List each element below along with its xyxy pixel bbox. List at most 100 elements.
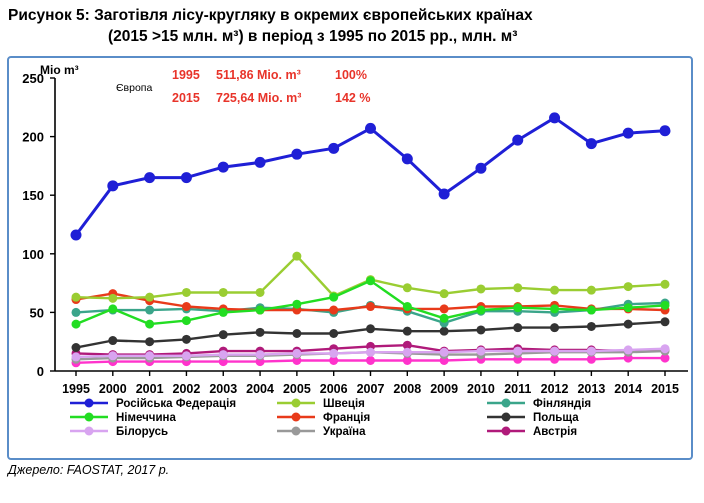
legend-swatch-dot [84, 398, 94, 408]
data-point [145, 337, 155, 347]
legend-item: Австрія [487, 426, 577, 438]
data-point [71, 292, 81, 302]
data-point [476, 284, 486, 294]
legend-item: Польща [487, 412, 579, 424]
y-tick-label: 250 [22, 71, 44, 86]
x-tick-label: 2003 [209, 382, 237, 396]
annotation-percent-2: 142 % [335, 91, 370, 105]
x-tick-label: 2011 [504, 382, 531, 396]
data-point [292, 251, 302, 261]
data-point [145, 305, 155, 315]
data-point [586, 285, 596, 295]
data-point [218, 307, 228, 317]
data-point [71, 319, 81, 329]
data-point [660, 279, 670, 289]
data-point [180, 172, 192, 184]
series-8 [71, 317, 670, 353]
chart-title: Рисунок 5: Заготівля лісу-кругляку в окр… [8, 7, 533, 24]
annotation-label: Європа [116, 82, 152, 94]
annotation-year-2: 2015 [172, 91, 200, 105]
x-tick-label: 2000 [99, 382, 127, 396]
data-point [439, 326, 449, 336]
x-tick-label: 2009 [430, 382, 458, 396]
data-point [438, 188, 450, 200]
data-point [108, 304, 118, 314]
data-point [550, 354, 560, 364]
data-point [622, 127, 634, 139]
legend-label: Польща [533, 412, 579, 424]
data-point [402, 326, 412, 336]
data-point [476, 346, 486, 356]
data-point [475, 162, 487, 174]
data-point [145, 351, 155, 361]
data-point [255, 287, 265, 297]
x-tick-label: 2004 [246, 382, 274, 396]
data-point [255, 350, 265, 360]
data-point [549, 112, 561, 124]
y-tick-label: 150 [22, 188, 44, 203]
x-tick-label: 2013 [577, 382, 605, 396]
data-point [365, 122, 376, 134]
data-point [402, 283, 412, 293]
data-point [513, 303, 523, 313]
chart-frame [7, 56, 693, 460]
legend-item: Фінляндія [487, 398, 591, 410]
data-point [108, 293, 118, 303]
data-point [145, 319, 155, 329]
data-point [660, 300, 670, 310]
data-point [476, 325, 486, 335]
data-point [71, 343, 81, 353]
legend-swatch-dot [84, 426, 94, 436]
data-point [550, 346, 560, 356]
y-tick-label: 50 [30, 305, 44, 320]
annotation-year-1: 1995 [172, 68, 200, 82]
data-point [255, 305, 265, 315]
x-tick-label: 2008 [393, 382, 421, 396]
data-point [402, 347, 412, 357]
series-group [70, 112, 671, 368]
data-point [329, 348, 339, 358]
data-point [660, 317, 670, 327]
x-tick-label: 2012 [541, 382, 569, 396]
data-point [218, 287, 228, 297]
data-point [586, 354, 596, 364]
data-point [107, 180, 119, 192]
legend-swatch-dot [501, 412, 511, 422]
series-2 [71, 276, 670, 329]
x-tick-label: 2007 [357, 382, 385, 396]
annotation-value-1: 511,86 Mio. m³ [216, 68, 301, 82]
data-point [181, 351, 191, 361]
legend-item: Німеччина [70, 412, 176, 424]
data-point [217, 161, 229, 173]
data-point [402, 302, 412, 312]
x-tick-label: 2001 [136, 382, 164, 396]
data-point [292, 328, 302, 338]
data-point [181, 287, 191, 297]
data-point [71, 352, 81, 362]
data-point [366, 347, 375, 357]
y-tick-label: 200 [22, 130, 44, 145]
legend-label: Фінляндія [533, 398, 591, 410]
data-point [292, 299, 302, 309]
data-point [512, 134, 524, 146]
series-1 [70, 112, 671, 241]
y-tick-label: 100 [22, 247, 44, 262]
x-tick-label: 2015 [651, 382, 679, 396]
annotation-percent-1: 100% [335, 68, 367, 82]
source-note: Джерело: FAOSTAT, 2017 р. [8, 463, 170, 477]
data-point [586, 346, 596, 356]
data-point [623, 319, 633, 329]
legend: Російська Федерація Німеччина Білорусь Швец… [70, 398, 591, 438]
data-point [292, 348, 302, 358]
data-point [181, 302, 191, 312]
data-point [366, 302, 375, 312]
series-3 [71, 344, 670, 362]
legend-item: Білорусь [70, 426, 168, 438]
legend-label: Україна [323, 426, 366, 438]
legend-label: Швеція [323, 398, 365, 410]
data-point [218, 330, 228, 340]
data-point [218, 350, 228, 360]
data-point [476, 305, 486, 315]
data-point [329, 355, 339, 365]
